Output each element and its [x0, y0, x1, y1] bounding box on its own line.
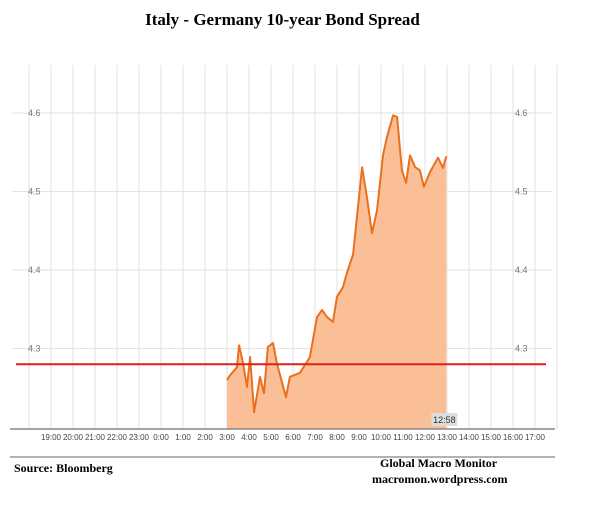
x-tick-label: 11:00 — [393, 433, 413, 442]
x-tick-label: 4:00 — [241, 433, 257, 442]
y-tick-label-right: 4.6 — [515, 108, 528, 118]
last-time-label: 12:58 — [433, 415, 456, 425]
y-tick-label-left: 4.3 — [28, 344, 41, 354]
series-line — [226, 114, 448, 414]
x-tick-label: 9:00 — [351, 433, 367, 442]
x-tick-label: 23:00 — [129, 433, 150, 442]
x-tick-label: 7:00 — [307, 433, 323, 442]
x-tick-label: 6:00 — [285, 433, 301, 442]
last-time-tag — [431, 413, 458, 426]
source-label: Source: Bloomberg — [14, 461, 113, 475]
x-tick-label: 2:00 — [197, 433, 213, 442]
chart-title: Italy - Germany 10-year Bond Spread — [145, 10, 420, 29]
x-tick-label: 10:00 — [371, 433, 392, 442]
x-tick-label: 21:00 — [85, 433, 106, 442]
x-tick-label: 20:00 — [63, 433, 84, 442]
x-tick-label: 19:00 — [41, 433, 62, 442]
x-tick-label: 13:00 — [437, 433, 458, 442]
x-tick-label: 0:00 — [153, 433, 169, 442]
y-tick-label-right: 4.5 — [515, 187, 528, 197]
x-tick-label: 16:00 — [503, 433, 524, 442]
x-tick-label: 22:00 — [107, 433, 128, 442]
y-tick-label-left: 4.5 — [28, 187, 41, 197]
y-tick-label-right: 4.4 — [515, 265, 528, 275]
x-tick-label: 14:00 — [459, 433, 480, 442]
brand-label: Global Macro Monitor — [380, 456, 498, 470]
x-tick-label: 3:00 — [219, 433, 235, 442]
x-tick-label: 8:00 — [329, 433, 345, 442]
x-tick-label: 17:00 — [525, 433, 546, 442]
x-tick-label: 5:00 — [263, 433, 279, 442]
x-tick-label: 1:00 — [175, 433, 191, 442]
y-tick-label-right: 4.3 — [515, 344, 528, 354]
y-tick-label-left: 4.4 — [28, 265, 41, 275]
x-tick-label: 15:00 — [481, 433, 502, 442]
x-tick-label: 12:00 — [415, 433, 436, 442]
series-area — [227, 115, 447, 430]
y-tick-label-left: 4.6 — [28, 108, 41, 118]
url-label: macromon.wordpress.com — [372, 472, 508, 486]
